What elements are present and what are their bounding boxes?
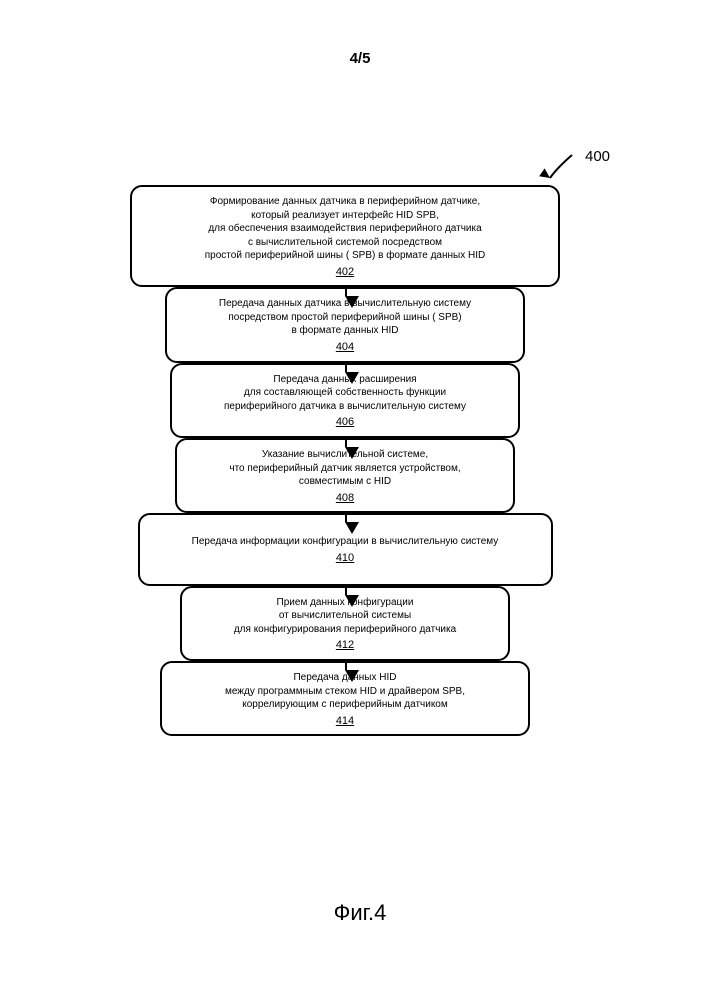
flowchart: Формирование данных датчика в периферийн… (130, 185, 560, 736)
page-number: 4/5 (0, 50, 720, 67)
flow-node-number: 402 (336, 265, 354, 280)
flow-node-line: для обеспечения взаимодействия периферий… (146, 222, 544, 236)
flow-node-line: Формирование данных датчика в периферийн… (146, 195, 544, 209)
flow-node-line: для конфигурирования периферийного датчи… (196, 623, 494, 637)
flow-node-line: Передача информации конфигурации в вычис… (154, 535, 537, 549)
flow-node-line: для составляющей собственность функции (186, 386, 504, 400)
reference-number-label: 400 (585, 148, 610, 165)
flow-node-number: 406 (336, 415, 354, 430)
flow-node-line: совместимым с HID (191, 475, 499, 489)
flow-node-number: 410 (336, 551, 354, 566)
flow-node-line: в формате данных HID (181, 324, 509, 338)
flow-node-number: 414 (336, 714, 354, 729)
flow-node-number: 412 (336, 638, 354, 653)
flow-node-line: периферийного датчика в вычислительную с… (186, 400, 504, 414)
figure-label: Фиг.4 (0, 900, 720, 926)
flow-node-line: который реализует интерфейс HID SPB, (146, 209, 544, 223)
flow-node-402: Формирование данных датчика в периферийн… (130, 185, 560, 287)
flow-node-number: 408 (336, 491, 354, 506)
flow-node-line: с вычислительной системой посредством (146, 236, 544, 250)
flow-node-line: посредством простой периферийной шины ( … (181, 311, 509, 325)
flow-node-line: между программным стеком HID и драйвером… (176, 685, 514, 699)
flow-node-line: от вычислительной системы (196, 609, 494, 623)
flow-node-number: 404 (336, 340, 354, 355)
flow-node-line: коррелирующим с периферийным датчиком (176, 698, 514, 712)
flow-node-line: что периферийный датчик является устройс… (191, 462, 499, 476)
flow-node-line: простой периферийной шины ( SPB) в форма… (146, 249, 544, 263)
